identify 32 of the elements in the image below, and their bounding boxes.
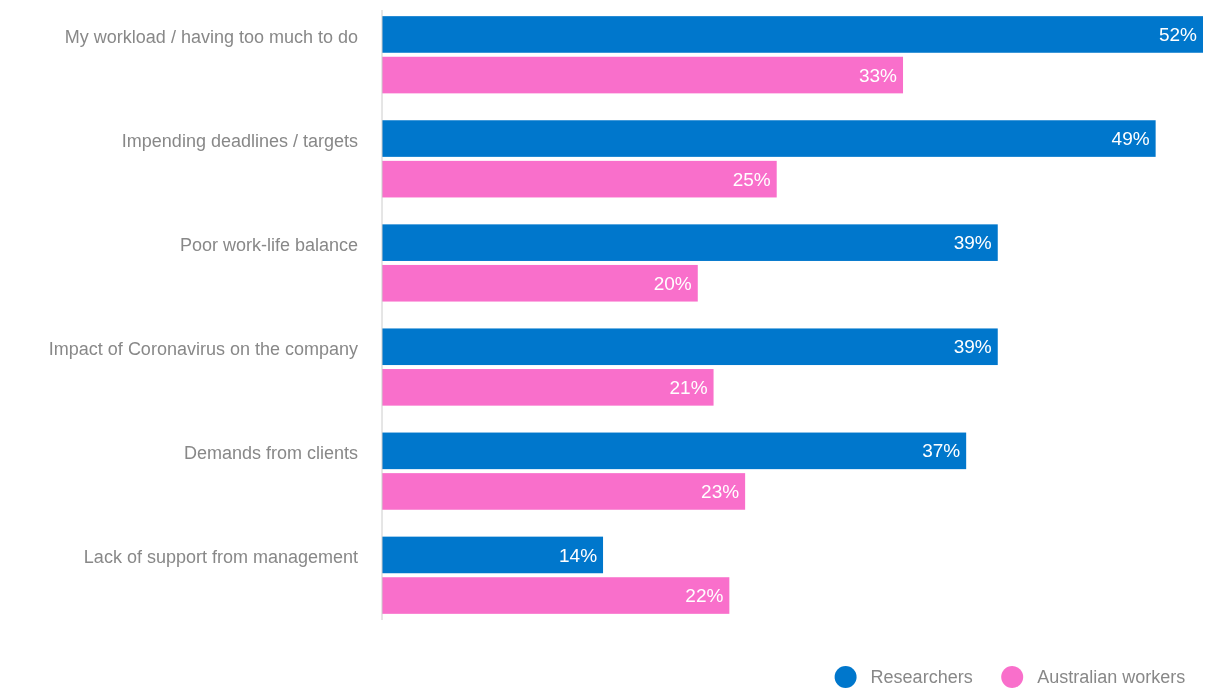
bar bbox=[382, 56, 904, 94]
data-label: 39% bbox=[953, 232, 992, 254]
data-label: 52% bbox=[1158, 24, 1198, 46]
data-label: 21% bbox=[669, 377, 708, 398]
data-label: 22% bbox=[685, 585, 724, 607]
bar bbox=[382, 473, 746, 510]
y-tick-label: Lack of support from management bbox=[83, 547, 358, 568]
y-tick-label: Demands from clients bbox=[183, 443, 358, 464]
data-label: 25% bbox=[732, 168, 771, 190]
data-label: 14% bbox=[559, 544, 598, 566]
y-tick-label: Poor work-life balance bbox=[179, 234, 358, 255]
bar bbox=[382, 369, 714, 406]
bar bbox=[382, 224, 998, 261]
data-label: 20% bbox=[653, 272, 692, 294]
bar bbox=[382, 264, 698, 302]
data-label: 39% bbox=[953, 336, 992, 358]
y-tick-label: My workload / having too much to do bbox=[64, 26, 358, 47]
data-label: 37% bbox=[922, 440, 961, 462]
bar bbox=[382, 536, 604, 574]
y-tick-label: Impact of Coronavirus on the company bbox=[48, 339, 358, 360]
data-label: 33% bbox=[858, 64, 898, 86]
legend-label: Researchers bbox=[870, 667, 973, 688]
y-tick-label: Impending deadlines / targets bbox=[121, 130, 358, 151]
bar bbox=[382, 432, 967, 470]
bar bbox=[382, 160, 777, 198]
bar bbox=[382, 577, 730, 614]
bar bbox=[382, 120, 1156, 157]
data-label: 49% bbox=[1111, 128, 1150, 150]
data-label: 23% bbox=[701, 481, 740, 503]
legend-label: Australian workers bbox=[1037, 667, 1186, 688]
bar bbox=[382, 16, 1203, 53]
bar bbox=[382, 328, 998, 366]
